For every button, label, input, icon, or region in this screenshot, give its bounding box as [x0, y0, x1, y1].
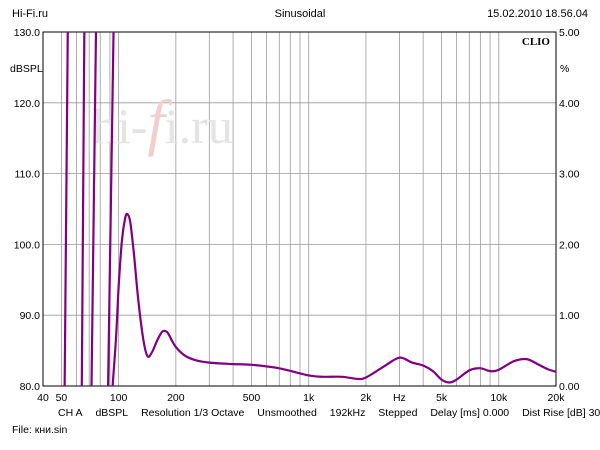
watermark-part: hi-: [92, 98, 148, 154]
x-tick-label: 50: [56, 392, 68, 404]
x-tick-label: 500: [243, 392, 261, 404]
tick-labels: 80.0 90.0 100.0 110.0 120.0 130.0 0.00 1.00 2.00…: [10, 27, 580, 404]
file-name-label: File: кни.sin: [12, 424, 68, 436]
y-tick-label: 100.0: [14, 239, 40, 251]
watermark-group: hi-fi.ru: [92, 89, 233, 157]
y-tick-label: 80.0: [20, 381, 41, 393]
y-right-tick-label: 1.00: [559, 310, 580, 322]
response-spike: [106, 31, 115, 387]
x-tick-label: 200: [167, 392, 185, 404]
x-tick-label: 1k: [303, 392, 315, 404]
sample-rate-label: 192kHz: [329, 407, 366, 419]
dist-rise-label: Dist Rise [dB] 30.00: [522, 407, 600, 419]
x-tick-label: 2k: [360, 392, 372, 404]
x-tick-label: 40: [37, 392, 49, 404]
response-spike: [80, 31, 86, 387]
watermark-text: hi-fi.ru: [92, 89, 233, 157]
y-tick-label: 120.0: [14, 98, 40, 110]
y-tick-label: 90.0: [20, 310, 41, 322]
mode-label: Stepped: [378, 407, 418, 419]
x-tick-label: Hz: [393, 392, 406, 404]
measurement-settings: CH A dBSPL Resolution 1/3 Octave Unsmoot…: [58, 407, 600, 419]
y-right-tick-label: 3.00: [559, 169, 580, 181]
y-right-tick-label: 5.00: [559, 27, 580, 39]
y-right-unit-label: %: [560, 63, 569, 75]
response-curve: [111, 212, 557, 387]
plot-frame: [42, 31, 557, 387]
x-tick-label: 100: [110, 392, 128, 404]
smoothing-label: Unsmoothed: [257, 407, 317, 419]
y-right-tick-label: 2.00: [559, 239, 580, 251]
response-spike: [90, 31, 98, 387]
y-right-tick-label: 4.00: [559, 98, 580, 110]
y-tick-label: 130.0: [14, 27, 40, 39]
y-right-tick-label: 0.00: [559, 381, 580, 393]
grid-lines: [43, 31, 556, 387]
channel-label: CH A: [58, 407, 83, 419]
clio-brand-label: CLIO: [522, 36, 551, 48]
y-unit-label: dBSPL: [10, 63, 43, 75]
header-source-label: Hi-Fi.ru: [12, 8, 49, 20]
data-series: [63, 31, 557, 387]
y-tick-label: 110.0: [15, 169, 41, 181]
header-measurement-type: Sinusoidal: [274, 8, 326, 20]
x-tick-label: 10k: [490, 392, 508, 404]
header-timestamp: 15.02.2010 18.56.04: [487, 8, 588, 20]
x-tick-label: 5k: [436, 392, 448, 404]
response-spike: [63, 31, 69, 387]
resolution-label: Resolution 1/3 Octave: [141, 407, 245, 419]
unit-label: dBSPL: [95, 407, 129, 419]
delay-label: Delay [ms] 0.000: [430, 407, 510, 419]
x-tick-label: 20k: [548, 392, 566, 404]
watermark-part: i.ru: [165, 98, 233, 154]
